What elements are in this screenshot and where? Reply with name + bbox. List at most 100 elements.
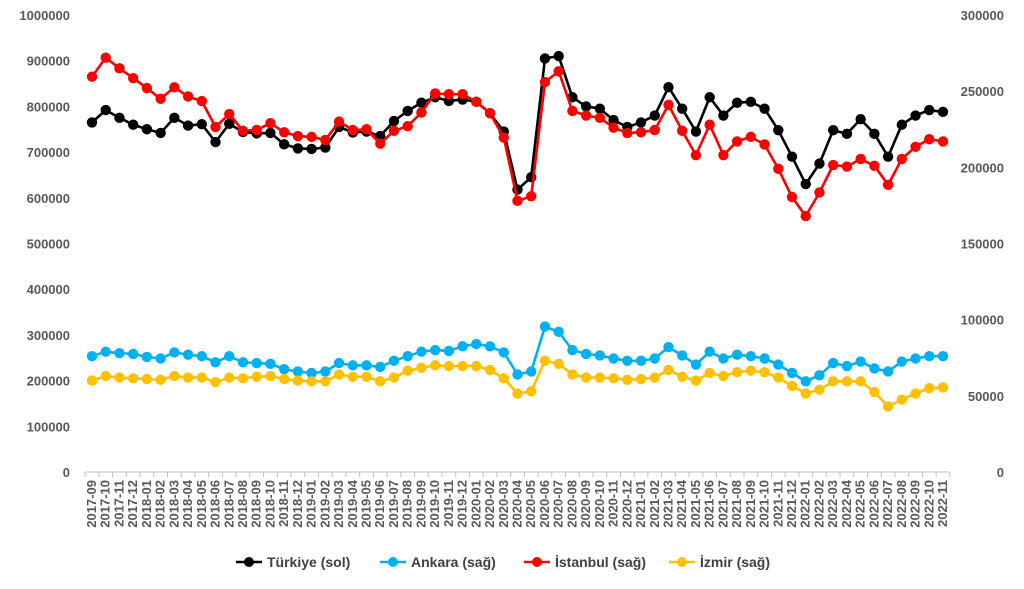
x-tick-label: 2021-11 bbox=[770, 480, 785, 527]
x-tick-label: 2017-12 bbox=[125, 480, 140, 528]
x-tick-label: 2018-05 bbox=[194, 480, 209, 528]
data-point bbox=[196, 351, 208, 362]
data-point bbox=[869, 128, 880, 140]
x-tick-label: 2017-10 bbox=[98, 480, 113, 528]
data-point bbox=[690, 126, 702, 137]
x-tick-label: 2017-11 bbox=[111, 480, 126, 527]
data-point bbox=[471, 360, 482, 372]
x-tick-label: 2020-06 bbox=[537, 480, 552, 528]
left-tick-label: 600000 bbox=[27, 191, 70, 206]
data-point bbox=[498, 373, 509, 384]
data-point bbox=[924, 383, 935, 394]
data-point bbox=[635, 127, 647, 138]
data-point bbox=[402, 105, 413, 117]
data-point bbox=[127, 348, 139, 360]
data-point bbox=[127, 373, 139, 384]
data-point bbox=[375, 130, 386, 142]
data-point bbox=[677, 103, 688, 114]
data-point bbox=[814, 187, 825, 198]
x-tick-label: 2019-06 bbox=[372, 480, 387, 528]
x-tick-label: 2020-01 bbox=[468, 480, 483, 528]
data-point bbox=[567, 344, 578, 356]
data-point bbox=[786, 367, 798, 379]
x-tick-label: 2019-04 bbox=[345, 479, 360, 527]
data-point bbox=[196, 119, 208, 130]
data-point bbox=[347, 360, 358, 371]
data-point bbox=[265, 127, 276, 139]
legend-item: Ankara (sağ) bbox=[380, 554, 496, 570]
x-tick-label: 2018-04 bbox=[180, 479, 195, 527]
data-point bbox=[814, 384, 825, 395]
data-point bbox=[361, 124, 372, 135]
x-tick-label: 2019-10 bbox=[427, 480, 442, 528]
x-tick-label: 2018-02 bbox=[153, 480, 168, 528]
data-point bbox=[855, 376, 866, 387]
data-point bbox=[718, 110, 729, 121]
x-tick-label: 2022-06 bbox=[866, 480, 881, 528]
data-point bbox=[526, 386, 537, 397]
data-point bbox=[937, 106, 949, 118]
data-point bbox=[924, 351, 935, 362]
data-point bbox=[375, 361, 386, 373]
data-point bbox=[814, 158, 825, 169]
data-point bbox=[292, 130, 304, 142]
data-point bbox=[361, 371, 372, 382]
data-point bbox=[141, 82, 153, 94]
data-point bbox=[635, 355, 647, 366]
data-point bbox=[608, 114, 619, 126]
x-tick-label: 2019-03 bbox=[331, 480, 346, 528]
data-point bbox=[320, 366, 331, 377]
data-point bbox=[663, 99, 674, 111]
data-point bbox=[635, 117, 647, 128]
data-point bbox=[690, 375, 702, 386]
data-point bbox=[580, 348, 592, 360]
x-tick-label: 2021-08 bbox=[729, 480, 744, 528]
data-point bbox=[827, 159, 839, 171]
data-point bbox=[677, 125, 688, 136]
data-point bbox=[457, 360, 468, 372]
data-point bbox=[388, 115, 400, 127]
x-tick-label: 2019-01 bbox=[304, 480, 319, 528]
data-point bbox=[251, 357, 262, 369]
left-tick-label: 0 bbox=[63, 465, 70, 480]
x-tick-label: 2020-09 bbox=[578, 480, 593, 528]
x-tick-label: 2018-11 bbox=[276, 480, 291, 527]
data-point bbox=[402, 365, 413, 376]
data-point bbox=[663, 341, 674, 353]
data-point bbox=[731, 97, 743, 108]
x-tick-label: 2021-05 bbox=[688, 480, 703, 528]
data-point bbox=[773, 359, 784, 370]
data-point bbox=[553, 358, 564, 370]
x-tick-label: 2021-04 bbox=[674, 479, 689, 527]
data-point bbox=[443, 345, 455, 357]
data-point bbox=[786, 151, 798, 162]
data-point bbox=[182, 91, 194, 102]
x-tick-label: 2022-04 bbox=[839, 479, 854, 527]
data-point bbox=[731, 136, 743, 147]
data-point bbox=[759, 367, 770, 378]
data-point bbox=[86, 71, 98, 82]
data-point bbox=[443, 360, 455, 372]
data-point bbox=[484, 108, 496, 119]
series-layer bbox=[86, 50, 949, 412]
data-point bbox=[635, 373, 647, 385]
data-point bbox=[539, 53, 551, 64]
data-point bbox=[869, 160, 880, 172]
data-point bbox=[375, 138, 386, 149]
data-point bbox=[429, 360, 441, 371]
data-point bbox=[731, 349, 743, 360]
data-point bbox=[402, 121, 413, 132]
x-tick-label: 2022-01 bbox=[798, 480, 813, 528]
data-point bbox=[553, 66, 564, 77]
x-tick-label: 2019-08 bbox=[400, 480, 415, 528]
data-point bbox=[855, 356, 866, 367]
legend-item: İzmir (sağ) bbox=[669, 554, 770, 570]
data-point bbox=[320, 142, 331, 153]
data-point bbox=[457, 341, 468, 352]
data-point bbox=[278, 127, 290, 138]
x-tick-label: 2019-02 bbox=[317, 480, 332, 528]
right-tick-label: 150000 bbox=[961, 237, 1004, 252]
data-point bbox=[882, 179, 894, 191]
data-point bbox=[278, 363, 290, 375]
data-point bbox=[429, 344, 441, 356]
